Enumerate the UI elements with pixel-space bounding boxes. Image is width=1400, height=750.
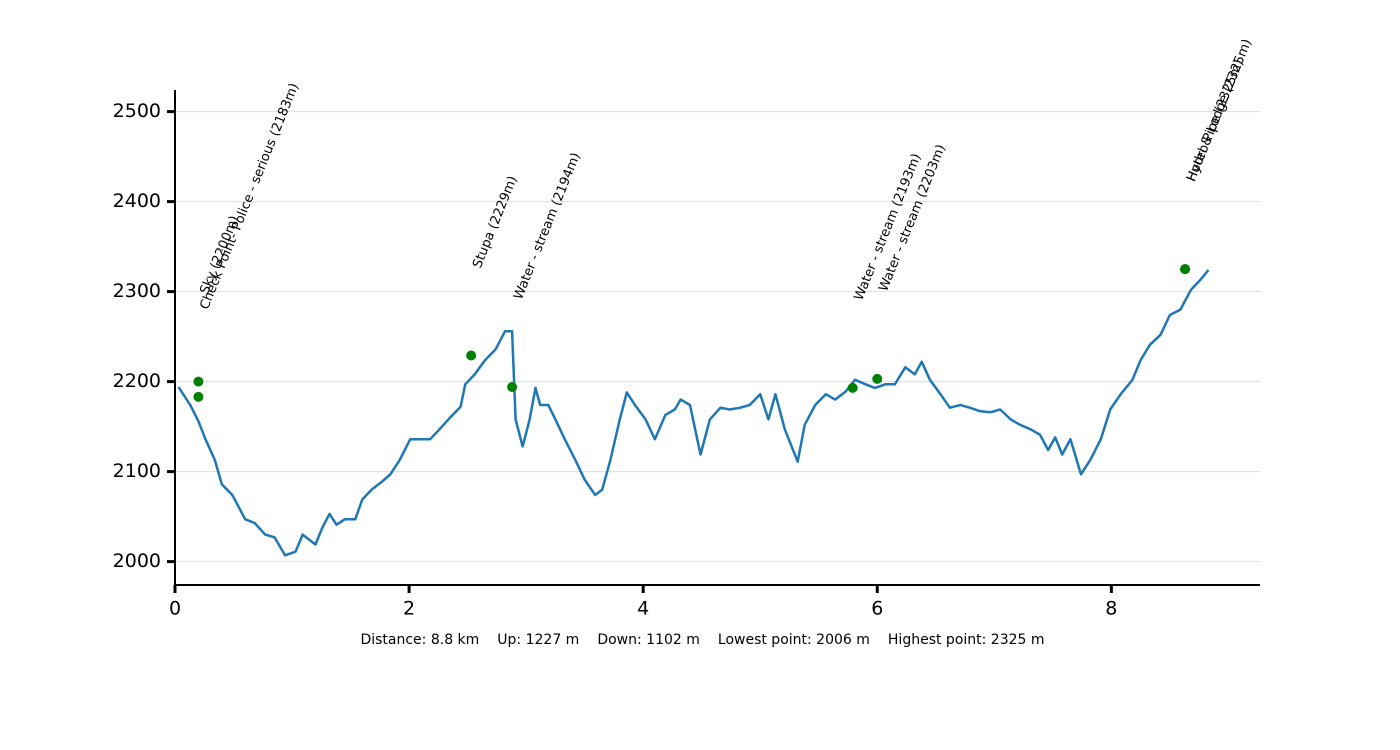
summary-item: Distance: 8.8 km	[360, 632, 479, 648]
summary-item: Lowest point: 2006 m	[718, 632, 870, 648]
summary: Distance: 8.8 km Up: 1227 m Down: 1102 m Lo…	[360, 632, 1044, 648]
poi-label: Water - stream (2194m)	[511, 151, 584, 302]
poi-marker	[1180, 264, 1191, 275]
y-tick-label: 2300	[113, 280, 161, 302]
x-tick-label: 8	[1105, 598, 1117, 620]
summary-item: Highest point: 2325 m	[888, 632, 1045, 648]
y-tick-label: 2200	[113, 370, 161, 392]
x-tick-label: 0	[169, 598, 181, 620]
poi-marker	[507, 382, 518, 392]
y-tick-label: 2400	[113, 190, 161, 212]
x-tick-label: 2	[403, 598, 415, 620]
poi-marker	[193, 376, 204, 387]
x-tick-label: 6	[871, 598, 883, 620]
poi-marker	[847, 382, 858, 393]
summary-item: Down: 1102 m	[597, 632, 700, 648]
y-tick-label: 2000	[113, 550, 161, 572]
poi-marker	[466, 350, 477, 361]
poi-label: Hydro Pipe (2325m)	[1184, 57, 1247, 183]
y-tick-label: 2100	[113, 460, 161, 482]
y-tick-label: 2500	[113, 100, 161, 122]
elevation-line	[177, 269, 1210, 557]
poi-label: Stupa (2229m)	[470, 174, 521, 270]
poi-label: Check Point- Police - serious (2183m)	[197, 81, 302, 312]
x-tick-label: 4	[637, 598, 649, 620]
summary-item: Up: 1227 m	[497, 632, 579, 648]
poi-marker	[193, 391, 204, 402]
poi-marker	[872, 373, 883, 384]
